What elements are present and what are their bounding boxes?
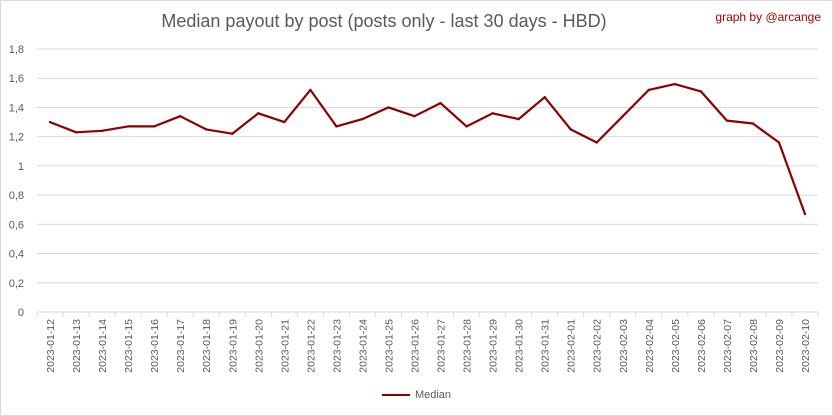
x-tick-label: 2023-01-16 — [149, 319, 161, 373]
x-tick-label: 2023-01-24 — [357, 319, 369, 373]
y-tick-label: 0 — [18, 307, 24, 319]
legend: Median — [0, 389, 833, 401]
data-point — [74, 131, 78, 134]
x-tick-label: 2023-01-18 — [201, 319, 213, 373]
data-point — [621, 115, 624, 118]
y-axis-ticks: 0 0,2 0,4 0,6 0,8 1 1,2 1,4 1,6 1,8 — [9, 44, 24, 319]
y-tick-label: 1,4 — [9, 102, 24, 114]
data-point — [491, 112, 494, 115]
series-line-median — [49, 82, 807, 215]
data-point — [257, 112, 260, 115]
x-tick-label: 2023-02-02 — [592, 319, 604, 373]
x-tick-label: 2023-01-17 — [175, 319, 187, 373]
x-tick-label: 2023-01-19 — [227, 319, 239, 373]
data-point — [569, 128, 572, 131]
data-point — [309, 88, 312, 92]
x-tick-label: 2023-01-25 — [383, 319, 395, 373]
gridlines — [37, 48, 818, 313]
x-tick-label: 2023-01-23 — [331, 319, 343, 373]
chart-title: Median payout by post (posts only - last… — [161, 11, 607, 31]
data-point — [126, 125, 130, 128]
x-tick-label: 2023-01-14 — [97, 319, 109, 373]
x-tick-label: 2023-01-13 — [71, 319, 83, 373]
data-point — [361, 117, 364, 121]
credit-label: graph by @arcange — [715, 10, 821, 24]
x-tick-label: 2023-02-06 — [696, 319, 708, 373]
data-point — [178, 115, 182, 118]
data-point — [387, 106, 390, 109]
data-point — [205, 128, 208, 131]
x-axis-ticks: 2023-01-12 2023-01-13 2023-01-14 2023-01-15… — [36, 312, 819, 373]
x-tick-label: 2023-01-21 — [279, 319, 291, 373]
x-tick-label: 2023-01-12 — [45, 319, 57, 373]
y-tick-label: 1,6 — [9, 73, 24, 85]
x-tick-label: 2023-02-09 — [774, 319, 786, 373]
y-tick-label: 0,2 — [9, 278, 24, 290]
data-point — [647, 88, 650, 92]
x-tick-label: 2023-01-27 — [436, 319, 448, 373]
data-point — [725, 119, 729, 122]
x-tick-label: 2023-02-05 — [670, 319, 682, 373]
x-tick-label: 2023-02-08 — [748, 319, 760, 373]
y-tick-label: 1,2 — [9, 132, 24, 144]
data-point — [517, 117, 520, 121]
x-tick-label: 2023-02-03 — [618, 319, 630, 373]
x-tick-label: 2023-01-20 — [253, 319, 265, 373]
data-point — [777, 141, 781, 144]
x-tick-label: 2023-01-31 — [540, 319, 552, 373]
y-tick-label: 1 — [18, 161, 24, 173]
data-point — [439, 101, 442, 105]
x-tick-label: 2023-02-04 — [644, 319, 656, 373]
data-point — [595, 141, 598, 144]
data-point — [283, 120, 286, 124]
x-tick-label: 2023-01-15 — [123, 319, 135, 373]
data-point — [465, 125, 468, 128]
x-tick-label: 2023-02-07 — [722, 319, 734, 373]
y-tick-label: 0,6 — [9, 219, 24, 231]
data-point — [803, 212, 807, 216]
x-tick-label: 2023-02-01 — [566, 319, 578, 373]
y-tick-label: 0,4 — [9, 249, 24, 261]
legend-swatch-median — [381, 394, 410, 397]
x-tick-label: 2023-01-28 — [462, 319, 474, 373]
x-tick-label: 2023-01-26 — [409, 319, 421, 373]
data-point — [231, 132, 234, 135]
data-point — [751, 122, 755, 125]
x-tick-label: 2023-01-29 — [488, 319, 500, 373]
legend-label-median: Median — [414, 389, 452, 401]
data-point — [543, 96, 546, 99]
y-tick-label: 1,8 — [9, 44, 24, 56]
data-point — [335, 125, 338, 128]
series-group — [48, 82, 807, 216]
data-point — [48, 120, 52, 124]
x-tick-label: 2023-01-22 — [305, 319, 317, 373]
data-point — [699, 90, 703, 93]
data-point — [413, 115, 416, 118]
y-tick-label: 0,8 — [9, 190, 24, 202]
data-point — [673, 82, 677, 86]
data-point — [100, 129, 104, 133]
x-tick-label: 2023-02-10 — [800, 319, 812, 373]
data-point — [152, 125, 156, 128]
x-tick-label: 2023-01-30 — [514, 319, 526, 373]
